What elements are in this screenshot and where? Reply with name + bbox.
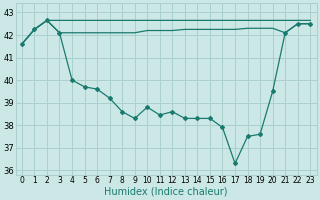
X-axis label: Humidex (Indice chaleur): Humidex (Indice chaleur) bbox=[104, 187, 228, 197]
